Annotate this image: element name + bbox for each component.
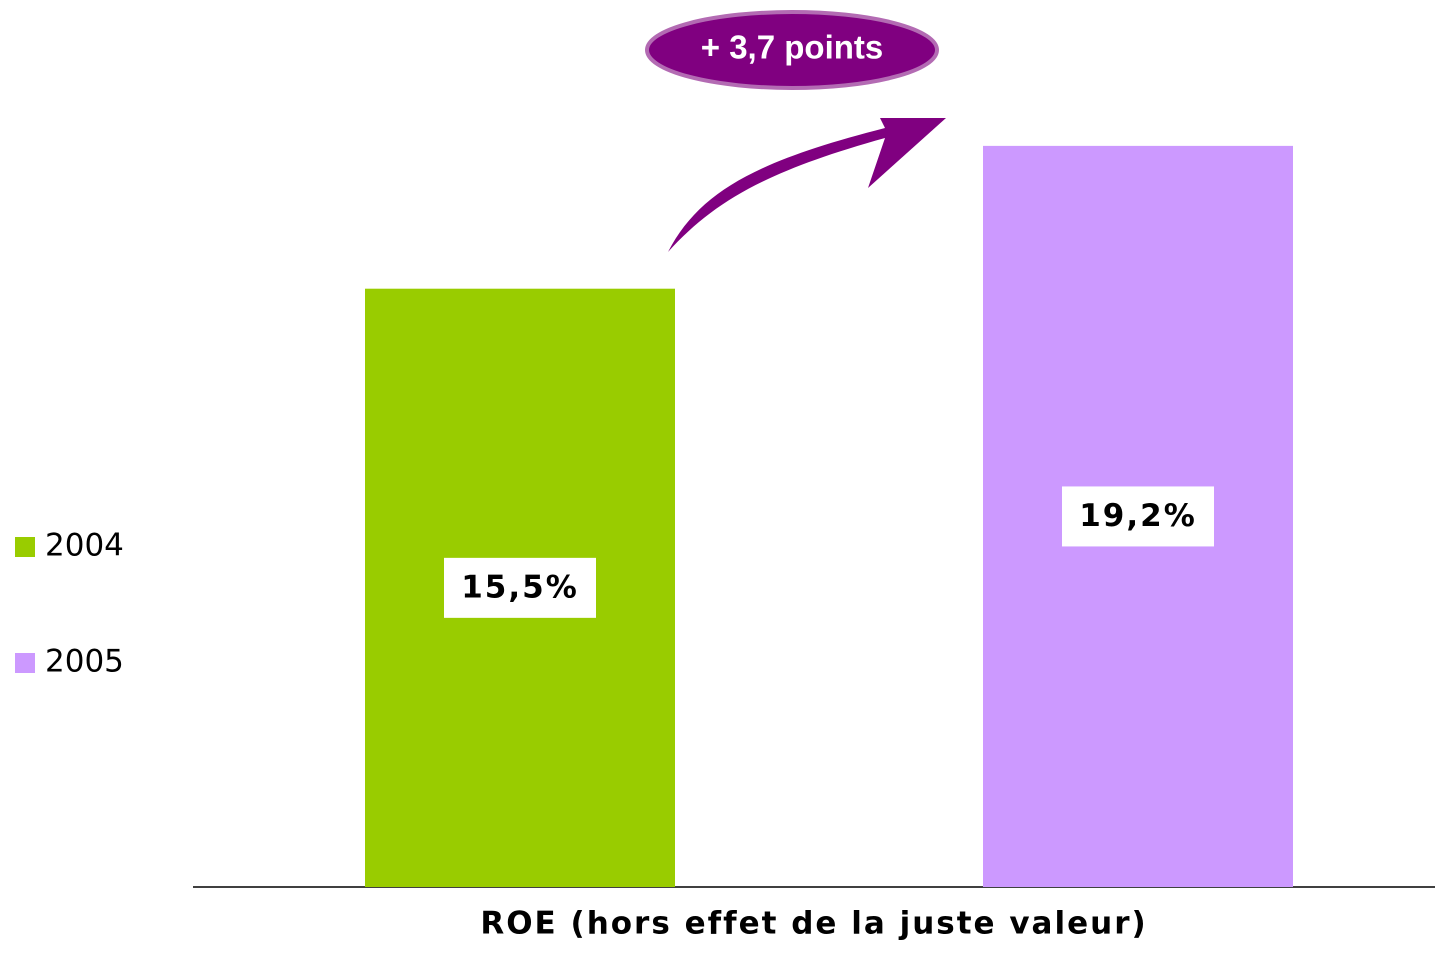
legend-swatch [15,653,35,673]
value-label: 15,5% [461,569,579,605]
legend-swatch [15,537,35,557]
value-label: 19,2% [1079,498,1197,534]
arrow [668,118,946,252]
legend-label: 2004 [45,528,124,564]
legend-label: 2005 [45,644,124,680]
category-label: ROE (hors effet de la juste valeur) [480,906,1147,942]
annotation-badge [645,10,939,90]
value-label-box [1062,486,1214,547]
value-label-box [444,557,596,618]
annotation: + 3,7 points [701,29,883,66]
